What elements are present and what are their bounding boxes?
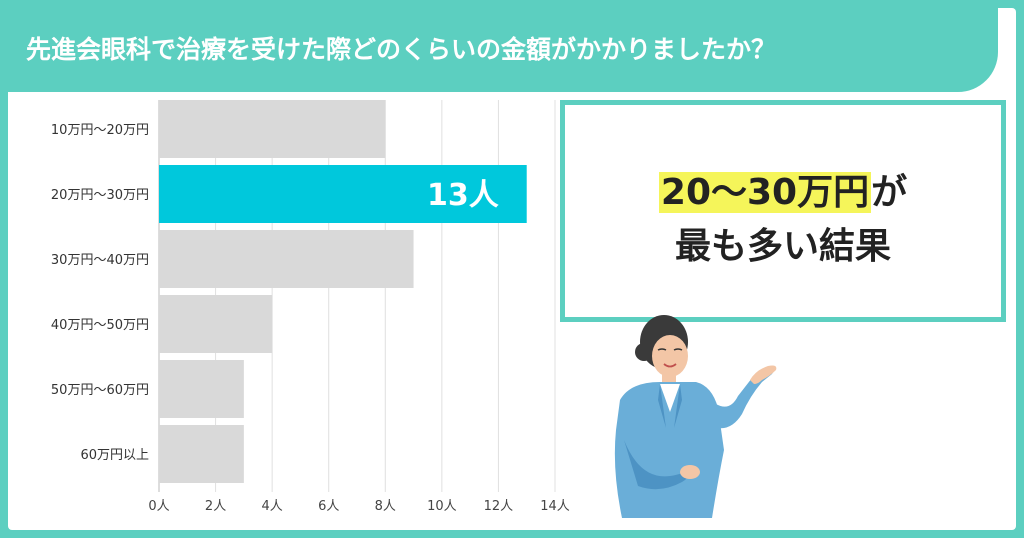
x-tick-label: 14人: [540, 499, 570, 514]
x-tick-label: 10人: [427, 499, 457, 514]
category-label: 60万円以上: [80, 448, 149, 463]
x-tick-label: 2人: [205, 499, 226, 514]
category-label: 40万円〜50万円: [51, 318, 149, 333]
callout-highlight: 20〜30万円: [658, 172, 872, 213]
x-tick-label: 0人: [148, 499, 169, 514]
callout-suffix: が: [871, 172, 908, 213]
presenter-illustration: [614, 315, 777, 518]
bar: [159, 425, 244, 483]
person-hand-icon: [750, 365, 777, 384]
x-tick-label: 12人: [484, 499, 514, 514]
callout-subline: 最も多い結果: [674, 226, 891, 267]
bar: [159, 295, 273, 353]
category-label: 20万円〜30万円: [51, 188, 149, 203]
person-face-icon: [652, 335, 688, 377]
x-tick-label: 4人: [262, 499, 283, 514]
title-bar: 先進会眼科で治療を受けた際どのくらいの金額がかかりましたか？: [8, 8, 998, 92]
category-label: 30万円〜40万円: [51, 253, 149, 268]
page-title: 先進会眼科で治療を受けた際どのくらいの金額がかかりましたか？: [26, 35, 777, 64]
highlight-data-label: 13人: [427, 178, 499, 213]
x-tick-label: 8人: [375, 499, 396, 514]
bar: [159, 100, 386, 158]
category-label: 50万円〜60万円: [51, 383, 149, 398]
callout-headline: 20〜30万円が: [565, 163, 1001, 215]
category-label: 10万円〜20万円: [51, 123, 149, 138]
bar: [159, 230, 414, 288]
bar: [159, 360, 244, 418]
result-callout: 20〜30万円が 最も多い結果: [560, 100, 1006, 322]
bar: [159, 165, 527, 223]
x-tick-label: 6人: [318, 499, 339, 514]
